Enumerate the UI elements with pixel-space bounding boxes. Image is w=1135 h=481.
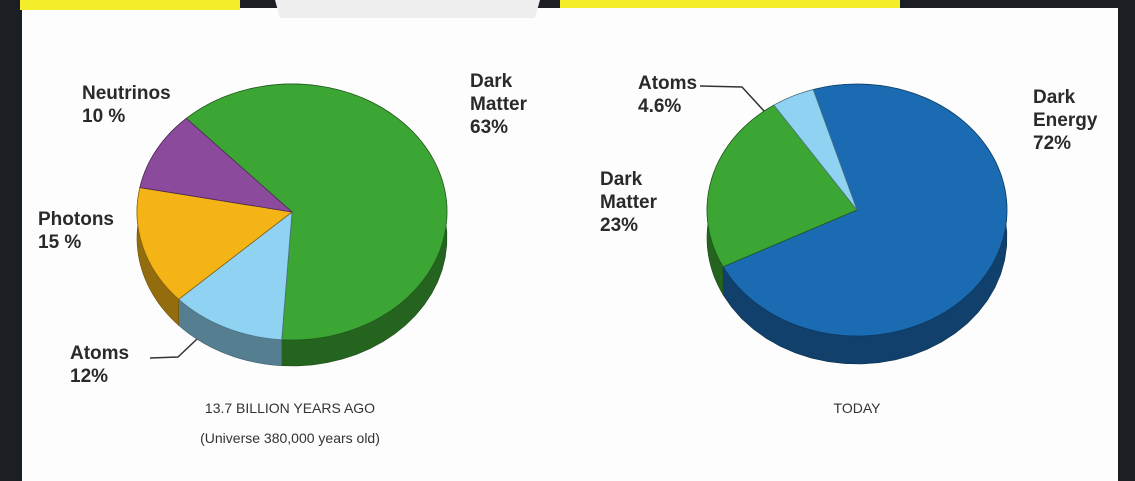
slice-name: Dark Matter — [470, 71, 528, 115]
caption: TODAY — [833, 400, 881, 416]
slice-value: 4.6% — [638, 96, 682, 117]
pie-slice — [185, 83, 448, 341]
caption: 13.7 BILLION YEARS AGO — [204, 400, 376, 416]
slice-label: Photons 15 % — [38, 208, 128, 254]
slice-value: 12% — [70, 366, 109, 387]
slice-name: Atoms — [638, 73, 698, 94]
slice-label: Atoms 12% — [70, 342, 160, 388]
slice-value: 72% — [1033, 133, 1072, 154]
pie-slice — [139, 117, 294, 213]
banner-shadow — [275, 0, 540, 18]
slice-label: Dark Energy 72% — [1033, 86, 1113, 155]
slice-value: 10 % — [82, 106, 126, 127]
slice-value: 15 % — [38, 232, 82, 253]
slice-name: Neutrinos — [82, 83, 171, 104]
slice-label: Dark Matter 23% — [600, 168, 680, 237]
pie-slice — [722, 83, 1008, 337]
banner-fragment — [20, 0, 900, 10]
pie-slice — [706, 104, 858, 268]
slice-label: Atoms 4.6% — [638, 72, 718, 118]
slice-name: Dark Energy — [1033, 87, 1098, 131]
subcaption: (Universe 380,000 years old) — [200, 430, 380, 446]
slice-name: Atoms — [70, 343, 130, 364]
slice-value: 23% — [600, 215, 639, 236]
pie-slice — [136, 187, 293, 300]
slice-name: Photons — [38, 209, 114, 230]
slice-label: Neutrinos 10 % — [82, 82, 182, 128]
slice-name: Dark Matter — [600, 169, 658, 213]
pie-slice — [773, 89, 858, 211]
slice-value: 63% — [470, 117, 509, 138]
pie-slice — [178, 211, 293, 341]
slice-label: Dark Matter 63% — [470, 70, 550, 139]
